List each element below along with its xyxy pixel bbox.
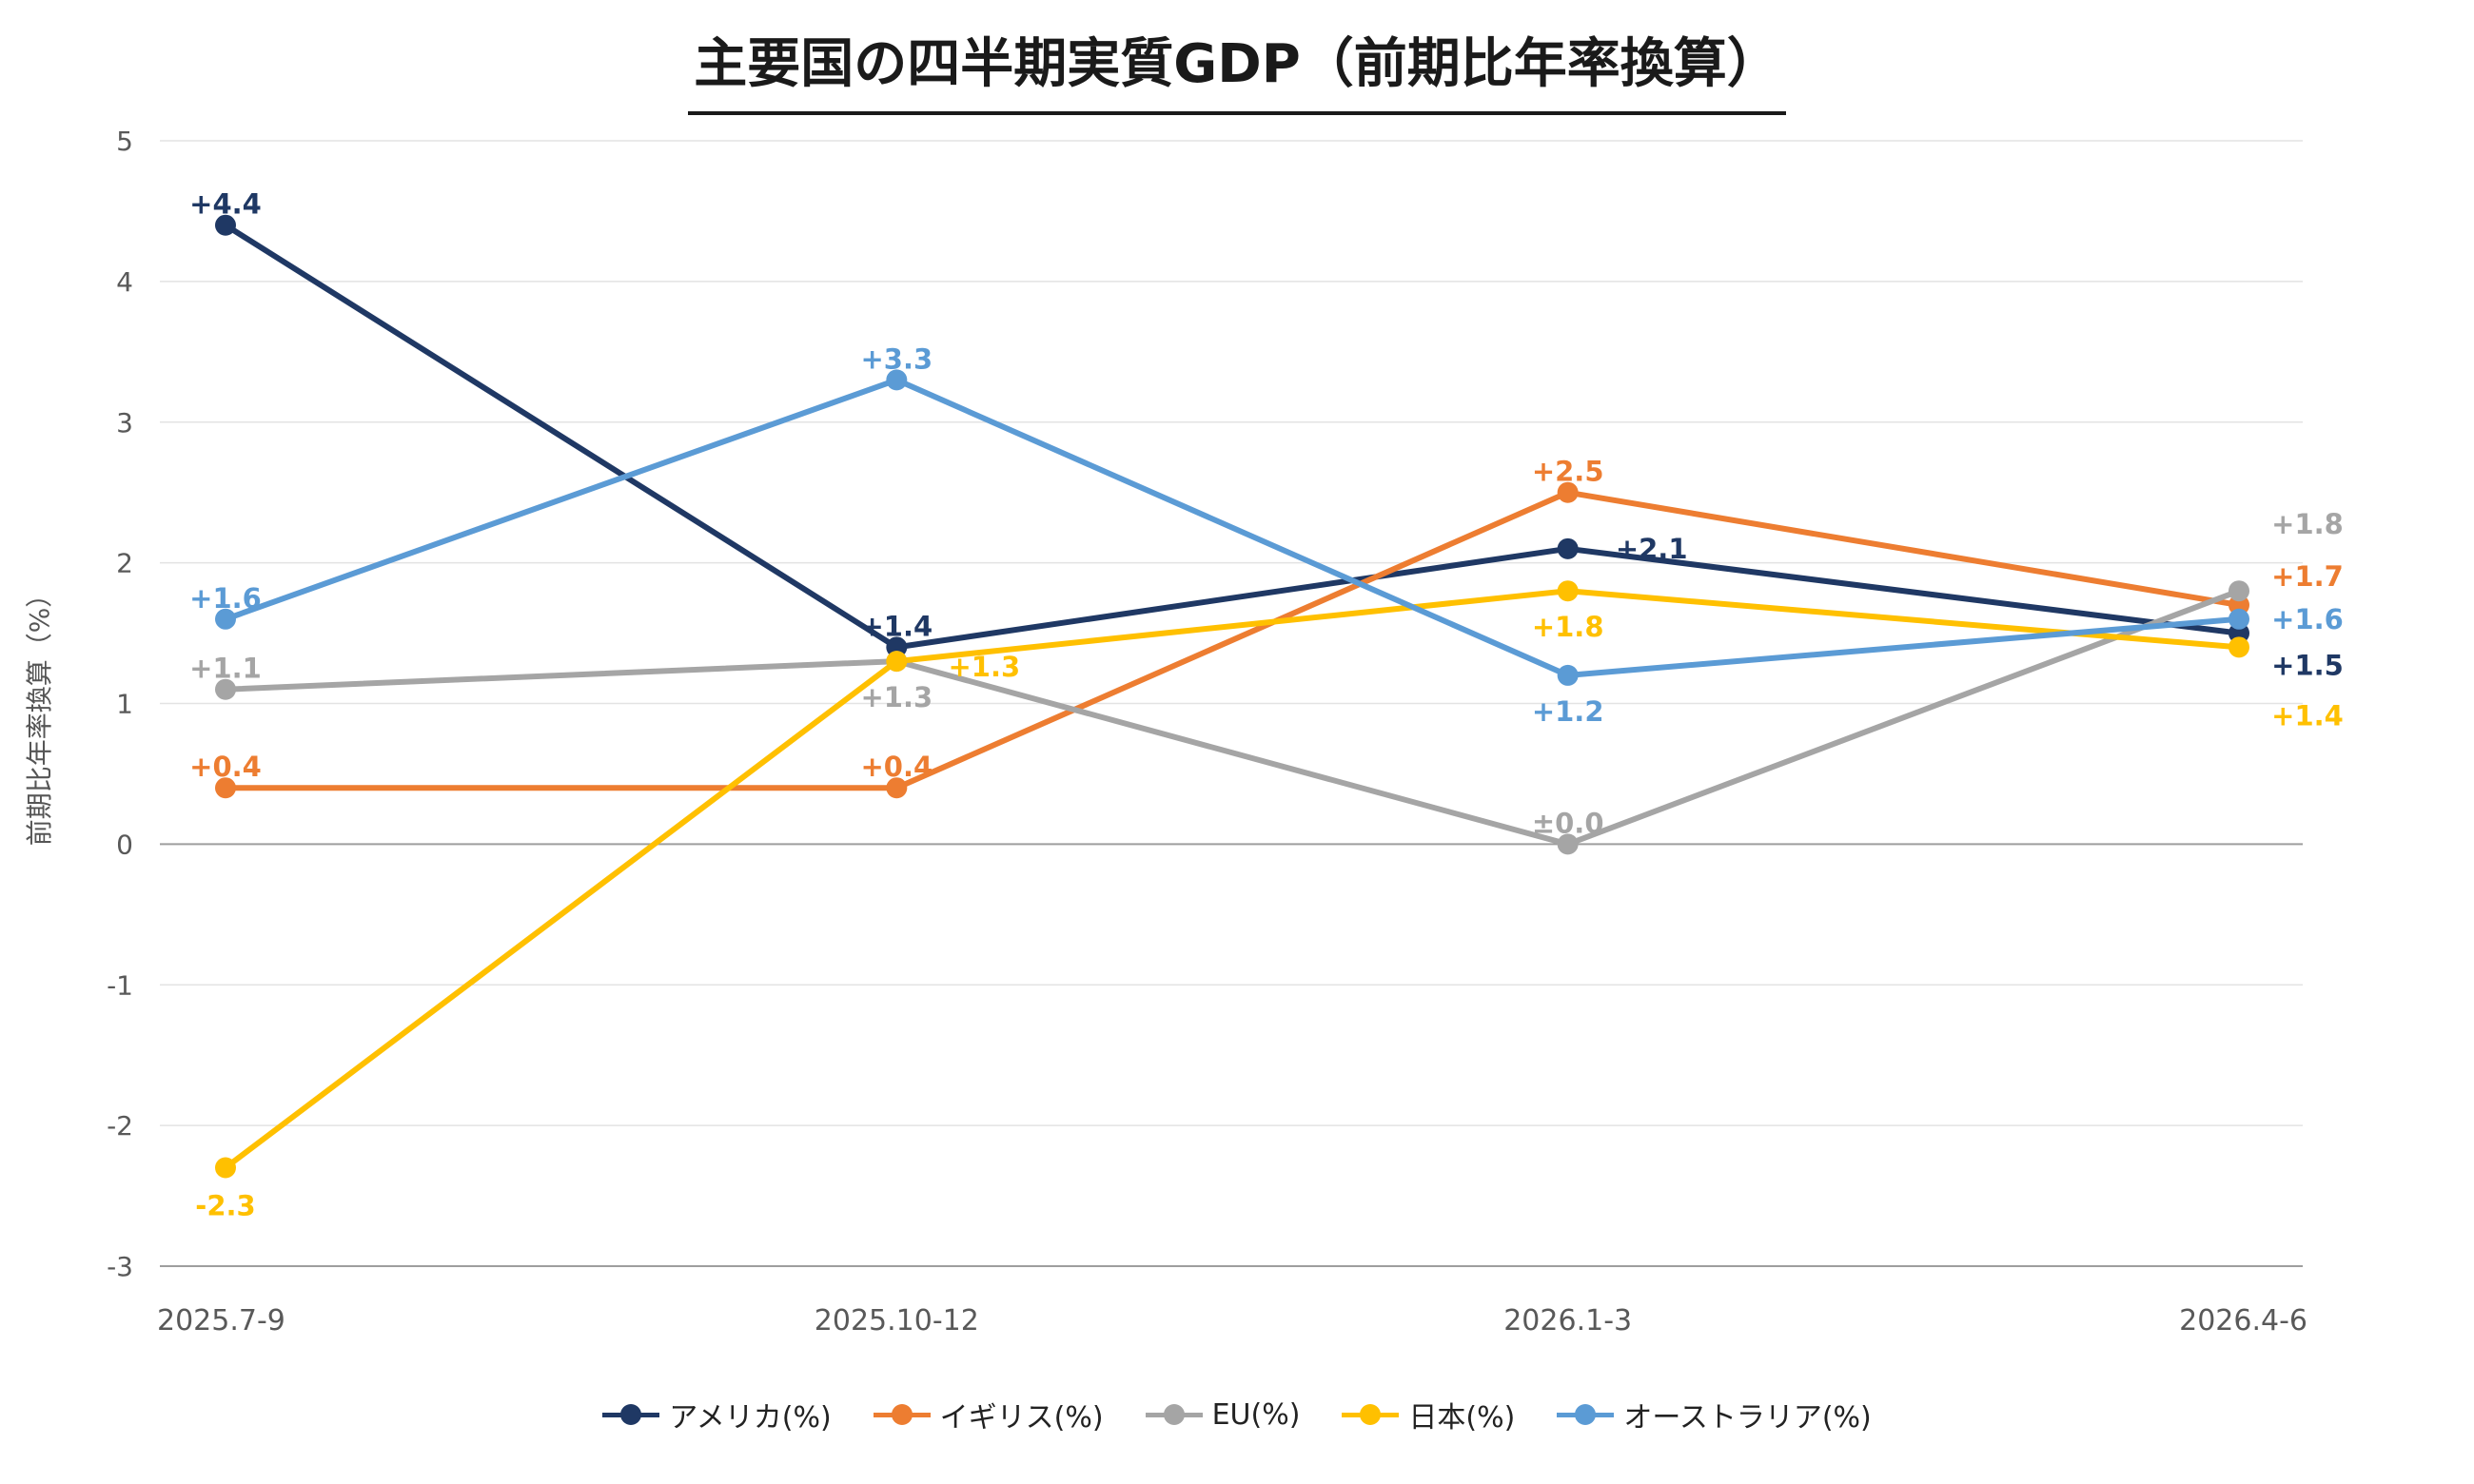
data-label: +1.5 — [2271, 650, 2344, 682]
data-labels: +4.4 +1.4 +2.1 +1.5 +0.4 +0.4 +2.5 +1.7 +1.1 +1.3… — [189, 188, 2344, 1222]
legend-label: イギリス(%) — [939, 1401, 1104, 1435]
y-tick-label: -1 — [107, 969, 133, 1001]
chart-title-text: 主要国の四半期実質GDP（前期比年率換算） — [688, 21, 1786, 115]
y-tick-label: -2 — [107, 1110, 133, 1142]
data-label: +1.3 — [860, 681, 933, 713]
legend-swatch — [602, 1404, 660, 1425]
legend-swatch — [1557, 1404, 1615, 1425]
x-tick-label: 2026.4-6 — [2179, 1304, 2307, 1338]
data-label: +4.4 — [189, 188, 262, 221]
data-point — [1557, 481, 1579, 503]
legend-item[interactable]: アメリカ(%) — [602, 1394, 832, 1435]
x-tick-label: 2025.7-9 — [157, 1304, 285, 1338]
data-label: +0.4 — [860, 751, 933, 783]
data-label: -2.3 — [195, 1189, 255, 1221]
legend-swatch — [1145, 1404, 1203, 1425]
data-label: +1.4 — [2271, 699, 2344, 732]
data-label: +2.1 — [1616, 533, 1688, 565]
x-tick-label: 2026.1-3 — [1503, 1304, 1632, 1338]
data-point — [2229, 608, 2249, 630]
data-label: +1.2 — [1532, 695, 1604, 728]
y-tick-label: 5 — [116, 126, 133, 157]
data-label: +1.8 — [1532, 611, 1604, 643]
series-line — [223, 588, 2242, 848]
y-tick-label: 3 — [116, 407, 133, 439]
legend: アメリカ(%) イギリス(%) EU(%) 日本(%) オーストラリア(%) — [0, 1394, 2474, 1435]
series-line — [223, 489, 2242, 791]
legend-item[interactable]: イギリス(%) — [873, 1394, 1104, 1435]
legend-swatch — [873, 1404, 931, 1425]
series-line — [223, 222, 2242, 651]
data-point — [215, 777, 236, 799]
x-tick-label: 2025.10-12 — [815, 1304, 979, 1338]
data-label: +1.8 — [2271, 508, 2344, 540]
data-point — [886, 651, 908, 673]
data-point — [1557, 664, 1579, 686]
data-label: +2.5 — [1532, 456, 1604, 488]
legend-item[interactable]: 日本(%) — [1342, 1394, 1515, 1435]
data-point — [215, 608, 236, 630]
data-point — [1557, 833, 1579, 855]
legend-label: オーストラリア(%) — [1623, 1401, 1872, 1435]
legend-label: 日本(%) — [1408, 1401, 1516, 1435]
data-point — [215, 214, 236, 236]
data-point — [1557, 580, 1579, 602]
data-label: ±0.0 — [1532, 807, 1604, 839]
data-point — [2229, 636, 2249, 658]
legend-item[interactable]: EU(%) — [1145, 1394, 1301, 1435]
y-tick-label: 0 — [116, 829, 133, 860]
legend-swatch — [1342, 1404, 1400, 1425]
series-line — [223, 588, 2242, 1171]
data-label: +1.7 — [2271, 560, 2344, 593]
data-label: +1.4 — [860, 610, 933, 642]
data-point — [215, 678, 236, 700]
axes: 5 4 3 2 1 0 -1 -2 -3 2025.7-9 2025.10-12 2026.1-3 20… — [107, 126, 2307, 1338]
data-point — [1557, 537, 1579, 559]
chart-title: 主要国の四半期実質GDP（前期比年率換算） — [0, 21, 2474, 115]
data-points — [215, 214, 2249, 1179]
y-tick-label: 1 — [116, 689, 133, 720]
data-label: +1.6 — [189, 582, 262, 615]
data-point — [886, 369, 908, 391]
series-line — [223, 377, 2242, 678]
gridlines — [160, 140, 2303, 1267]
y-tick-label: 2 — [116, 548, 133, 579]
series-lines — [223, 222, 2242, 1171]
data-label: +1.3 — [948, 651, 1020, 683]
data-label: +1.6 — [2271, 603, 2344, 635]
data-label: +0.4 — [189, 751, 262, 783]
legend-label: アメリカ(%) — [669, 1401, 832, 1435]
y-tick-label: 4 — [116, 266, 133, 298]
data-label: +3.3 — [860, 342, 933, 375]
y-tick-label: -3 — [107, 1251, 133, 1282]
data-point — [886, 777, 908, 799]
data-label: +1.1 — [189, 653, 262, 685]
data-point — [2229, 580, 2249, 602]
legend-label: EU(%) — [1211, 1397, 1301, 1432]
data-point — [215, 1157, 236, 1179]
legend-item[interactable]: オーストラリア(%) — [1557, 1394, 1872, 1435]
